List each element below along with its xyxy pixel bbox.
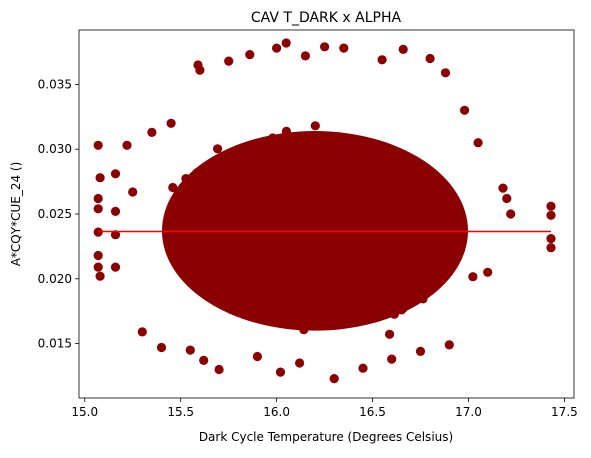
scatter-point [93, 250, 103, 261]
scatter-point [214, 364, 224, 375]
scatter-point [483, 267, 493, 277]
scatter-point [95, 271, 105, 281]
scatter-point [110, 206, 121, 216]
chart-title: CAV T_DARK x ALPHA [251, 10, 402, 26]
scatter-point [93, 193, 103, 204]
scatter-point [358, 363, 368, 373]
scatter-point [385, 329, 395, 339]
x-axis-ticks: 15.0 15.5 16.0 16.5 17.0 17.5 [71, 398, 578, 419]
scatter-point [546, 210, 556, 220]
scatter-point [398, 44, 408, 55]
scatter-point [168, 182, 178, 193]
y-axis-ticks: 0.015 0.020 0.025 0.030 0.035 [38, 77, 79, 351]
y-tick-label: 0.030 [38, 142, 72, 156]
scatter-point [546, 201, 556, 211]
x-tick-label: 15.0 [71, 405, 98, 419]
scatter-point [300, 51, 310, 61]
scatter-point [156, 342, 167, 353]
scatter-point [110, 230, 121, 240]
x-tick-label: 16.5 [359, 405, 386, 419]
scatter-point [498, 183, 508, 193]
y-tick-label: 0.025 [38, 207, 72, 221]
scatter-point [506, 209, 516, 219]
scatter-point [93, 140, 103, 150]
x-tick-label: 15.5 [167, 405, 194, 419]
y-tick-label: 0.035 [38, 77, 72, 91]
scatter-point [460, 105, 470, 115]
scatter-point [339, 43, 349, 53]
scatter-point [502, 193, 512, 204]
scatter-point [95, 173, 105, 183]
scatter-point [281, 38, 291, 48]
scatter-point [195, 65, 205, 75]
scatter-point [415, 346, 426, 356]
x-axis-label: Dark Cycle Temperature (Degrees Celsius) [199, 430, 453, 444]
scatter-point [166, 118, 176, 128]
scatter-point [310, 121, 320, 131]
scatter-point [185, 345, 195, 355]
scatter-point [213, 144, 223, 154]
scatter-point [295, 358, 305, 368]
scatter-point [147, 127, 157, 137]
scatter-point [245, 50, 255, 60]
scatter-point [272, 43, 282, 53]
scatter-point [546, 243, 556, 253]
scatter-point [122, 140, 132, 150]
scatter-point [137, 327, 147, 337]
x-tick-label: 17.5 [551, 405, 578, 419]
scatter-point [377, 55, 387, 65]
scatter-point [425, 53, 435, 64]
x-tick-label: 17.0 [455, 405, 482, 419]
scatter-point [329, 374, 339, 384]
scatter-point [110, 262, 121, 272]
scatter-point [110, 169, 121, 179]
scatter-point [93, 262, 103, 272]
scatter-point [440, 68, 451, 78]
scatter-point [93, 204, 103, 214]
scatter-point [444, 340, 454, 350]
scatter-point [546, 234, 556, 244]
scatter-point [252, 351, 262, 362]
y-axis-label: A*CQY*CUE_24 () [9, 162, 23, 267]
x-tick-label: 16.0 [263, 405, 290, 419]
scatter-point [320, 42, 330, 52]
y-tick-label: 0.015 [38, 337, 72, 351]
y-tick-label: 0.020 [38, 272, 72, 286]
scatter-point [128, 187, 138, 197]
scatter-point [473, 138, 483, 148]
scatter-point [275, 367, 286, 377]
scatter-point [199, 355, 209, 365]
points-layer [93, 38, 556, 384]
scatter-point [468, 272, 478, 282]
scatter-point [387, 354, 397, 364]
scatter-point [224, 56, 234, 66]
